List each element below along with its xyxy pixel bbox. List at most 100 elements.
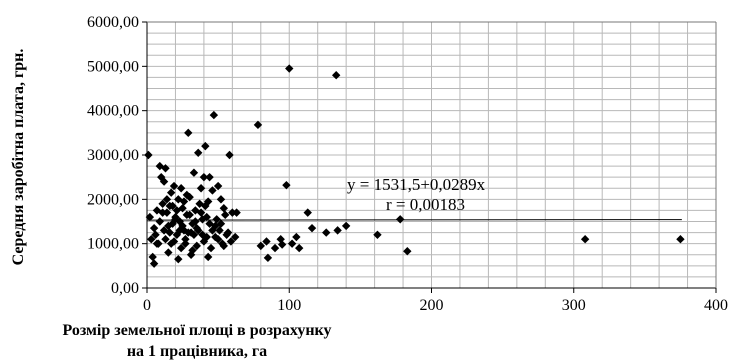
data-point <box>205 219 214 228</box>
y-tick-label: 4000,00 <box>87 103 139 120</box>
data-point <box>333 226 342 235</box>
data-point <box>144 150 153 160</box>
data-point <box>149 259 159 268</box>
y-tick-label: 3000,00 <box>87 147 139 164</box>
data-point <box>216 219 226 228</box>
data-point <box>171 215 180 224</box>
data-point <box>256 241 265 251</box>
data-point <box>203 252 213 262</box>
data-point <box>181 239 190 248</box>
data-point <box>169 237 179 246</box>
data-point <box>175 217 184 226</box>
data-point <box>209 110 219 120</box>
x-tick-label: 300 <box>562 297 586 314</box>
data-point <box>151 230 160 239</box>
data-point <box>161 235 170 244</box>
data-point <box>147 235 156 244</box>
data-point <box>225 150 234 160</box>
data-point <box>201 141 210 151</box>
data-point <box>277 240 287 249</box>
x-tick-label: 400 <box>704 297 728 314</box>
data-point <box>176 243 186 253</box>
data-point <box>307 223 317 233</box>
data-point <box>155 217 165 226</box>
data-point <box>189 230 199 239</box>
data-point <box>182 210 192 220</box>
data-point <box>162 195 172 204</box>
x-tick-label: 100 <box>277 297 301 314</box>
y-axis-title: Середня заробітна плата, грн. <box>10 49 27 266</box>
correlation-label: r = 0,00183 <box>386 195 465 214</box>
data-point <box>221 210 230 220</box>
data-point <box>192 241 201 251</box>
data-point <box>276 235 285 244</box>
data-point <box>676 235 685 244</box>
data-point <box>184 228 193 237</box>
data-point <box>186 250 196 259</box>
data-point <box>175 226 184 235</box>
data-point <box>158 199 167 208</box>
data-point <box>208 186 217 195</box>
data-point <box>145 212 155 222</box>
data-point <box>213 181 223 191</box>
data-point <box>199 237 209 246</box>
data-point <box>211 232 220 242</box>
data-point <box>230 232 240 242</box>
x-axis-title-line-1: Розмір земельної площі в розрахунку <box>62 322 331 339</box>
data-point <box>158 208 167 217</box>
data-point <box>165 228 174 237</box>
data-point <box>287 239 297 248</box>
data-point <box>176 184 186 193</box>
y-tick-label: 2000,00 <box>87 191 139 208</box>
trendline-equation: y = 1531,5+0,0289x <box>347 175 486 194</box>
data-point <box>262 237 271 246</box>
data-point <box>373 230 382 239</box>
data-point <box>194 148 203 157</box>
y-tick-label: 0,00 <box>111 280 139 297</box>
data-point <box>164 248 173 257</box>
data-point <box>152 239 162 248</box>
data-point <box>149 223 159 233</box>
data-point <box>159 177 169 186</box>
data-point <box>179 197 189 206</box>
data-point <box>223 228 233 237</box>
data-point <box>188 219 197 228</box>
data-point <box>226 237 236 246</box>
data-point <box>282 180 291 190</box>
data-point <box>292 232 301 242</box>
data-point <box>206 243 216 253</box>
data-point <box>253 120 263 130</box>
data-point <box>162 208 172 217</box>
data-point <box>205 172 214 182</box>
data-point <box>199 172 209 182</box>
data-point <box>208 226 217 235</box>
y-tick-label: 1000,00 <box>87 236 139 253</box>
data-point <box>161 164 170 173</box>
data-point <box>191 206 200 215</box>
data-point <box>148 252 157 262</box>
data-point <box>178 221 187 231</box>
data-point <box>219 204 229 213</box>
data-point <box>166 188 176 197</box>
data-point <box>341 221 351 231</box>
data-point <box>202 212 211 222</box>
data-point <box>580 235 590 244</box>
y-tick-labels: 0,00 1000,00 2000,00 3000,00 4000,00 5000,00 6… <box>87 14 139 297</box>
data-point <box>232 208 241 217</box>
data-point <box>215 226 224 235</box>
data-point <box>172 206 182 215</box>
data-point <box>189 168 199 177</box>
data-point <box>285 64 294 73</box>
data-point <box>396 215 405 224</box>
x-tick-labels: 0 100 200 300 400 <box>143 297 728 314</box>
data-point <box>174 254 183 264</box>
data-point <box>322 228 331 237</box>
data-point <box>194 226 203 235</box>
data-point <box>191 217 200 226</box>
x-tick-label: 200 <box>420 297 444 314</box>
data-point <box>270 243 280 253</box>
data-point <box>228 208 237 217</box>
data-point <box>303 208 312 217</box>
y-tick-label: 6000,00 <box>87 14 139 31</box>
